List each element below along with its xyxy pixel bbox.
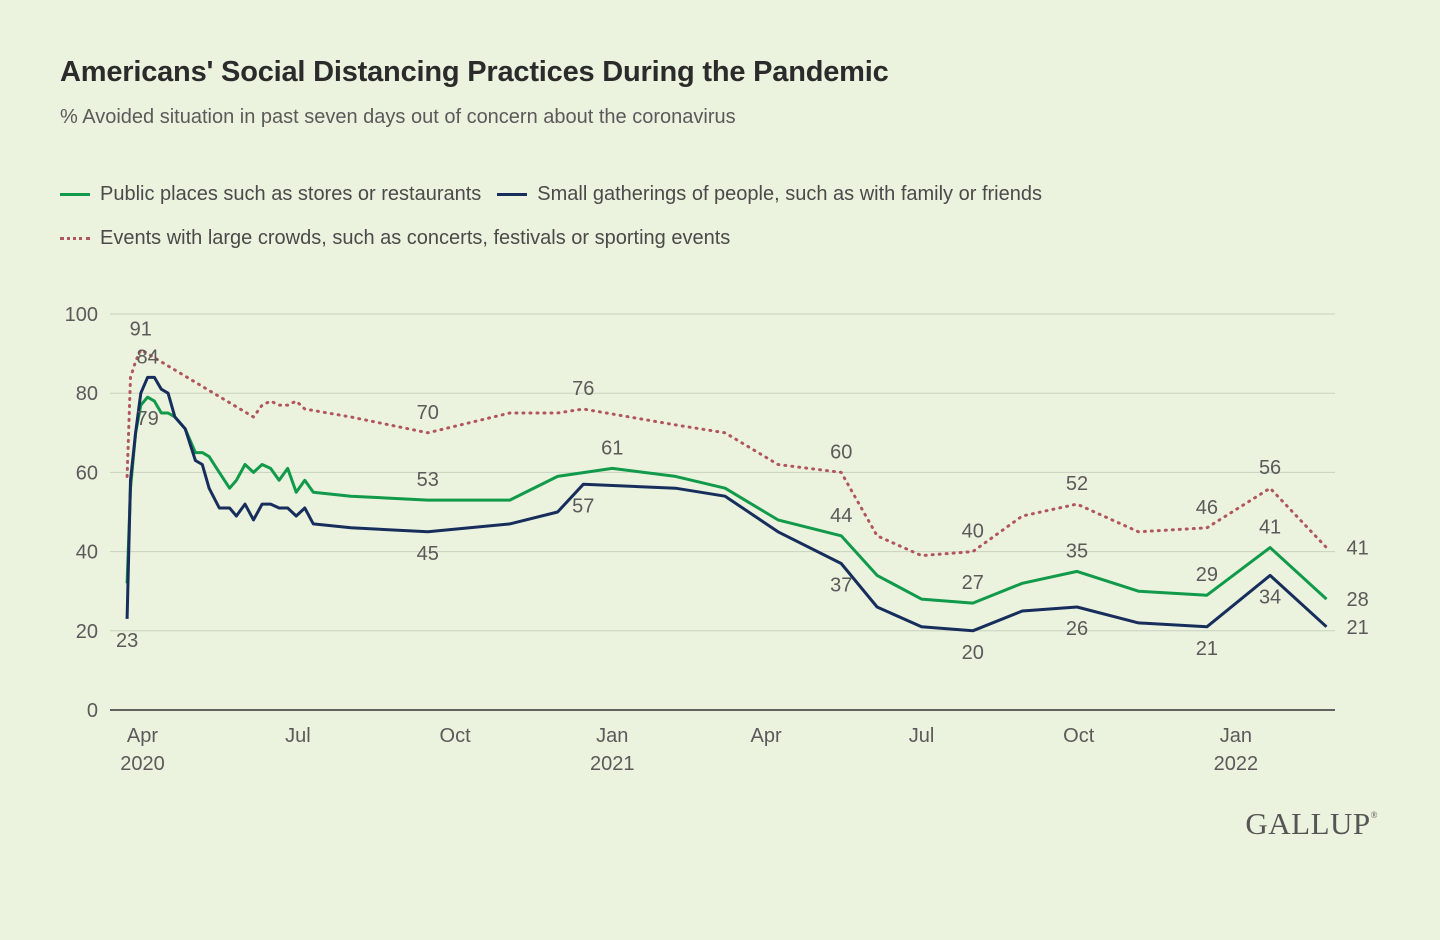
data-label-small-gatherings-5: 20 xyxy=(962,642,984,664)
legend-label-small-gatherings: Small gatherings of people, such as with… xyxy=(537,183,1042,205)
data-label-small-gatherings-1: 84 xyxy=(136,346,158,368)
x-tick-label-1: Jul xyxy=(285,725,311,747)
data-label-small-gatherings-0: 23 xyxy=(116,630,138,652)
data-label-small-gatherings-6: 26 xyxy=(1066,618,1088,640)
gallup-logo: GALLUP® xyxy=(1245,806,1378,841)
legend-swatch-public-places xyxy=(60,193,90,196)
legend-label-public-places: Public places such as stores or restaura… xyxy=(100,183,482,205)
data-label-public-places-3: 44 xyxy=(830,505,852,527)
x-tick-label-0: Apr xyxy=(127,725,158,747)
data-label-small-gatherings-4: 37 xyxy=(830,574,852,596)
x-tick-year-0: 2020 xyxy=(120,753,165,775)
y-tick-label-100: 100 xyxy=(65,304,98,326)
data-label-large-events-6: 46 xyxy=(1196,497,1218,519)
data-label-small-gatherings-9: 21 xyxy=(1346,617,1368,639)
legend-item-public-places: Public places such as stores or restaura… xyxy=(60,183,481,206)
series-line-small-gatherings xyxy=(125,375,1328,633)
data-label-large-events-7: 56 xyxy=(1259,457,1281,479)
data-label-public-places-2: 61 xyxy=(601,437,623,459)
data-label-small-gatherings-8: 34 xyxy=(1259,586,1281,608)
series-line-large-events xyxy=(125,348,1328,558)
data-label-large-events-5: 52 xyxy=(1066,473,1088,495)
data-label-large-events-4: 40 xyxy=(962,521,984,543)
legend-item-large-events: Events with large crowds, such as concer… xyxy=(60,227,730,250)
x-tick-label-5: Jul xyxy=(909,725,935,747)
x-tick-label-6: Oct xyxy=(1063,725,1095,747)
series-line-public-places xyxy=(125,395,1328,605)
data-label-large-events-1: 70 xyxy=(417,402,439,424)
y-tick-label-20: 20 xyxy=(76,621,98,643)
data-label-large-events-8: 41 xyxy=(1346,538,1368,560)
data-label-public-places-4: 27 xyxy=(962,572,984,594)
legend-row-1: Public places such as stores or restaura… xyxy=(60,183,1058,206)
legend-item-small-gatherings: Small gatherings of people, such as with… xyxy=(497,183,1042,206)
y-tick-label-0: 0 xyxy=(87,700,98,722)
data-label-large-events-2: 76 xyxy=(572,378,594,400)
y-tick-label-60: 60 xyxy=(76,462,98,484)
x-tick-label-4: Apr xyxy=(751,725,782,747)
y-tick-label-40: 40 xyxy=(76,542,98,564)
legend-swatch-small-gatherings xyxy=(497,193,528,196)
data-label-public-places-7: 41 xyxy=(1259,517,1281,539)
x-tick-label-3: Jan xyxy=(596,725,628,747)
data-label-public-places-5: 35 xyxy=(1066,540,1088,562)
legend-label-large-events: Events with large crowds, such as concer… xyxy=(100,227,731,249)
x-tick-year-7: 2022 xyxy=(1214,753,1259,775)
data-label-public-places-0: 79 xyxy=(136,408,158,430)
x-tick-label-2: Oct xyxy=(440,725,472,747)
x-tick-label-7: Jan xyxy=(1220,725,1252,747)
data-label-public-places-6: 29 xyxy=(1196,564,1218,586)
data-label-large-events-3: 60 xyxy=(830,441,852,463)
chart-subtitle: % Avoided situation in past seven days o… xyxy=(60,106,736,128)
x-tick-year-3: 2021 xyxy=(590,753,635,775)
y-tick-label-80: 80 xyxy=(76,383,98,405)
data-label-large-events-0: 91 xyxy=(130,319,152,341)
legend-swatch-large-events xyxy=(60,237,90,240)
chart-title: Americans' Social Distancing Practices D… xyxy=(60,56,889,88)
data-label-public-places-1: 53 xyxy=(417,469,439,491)
data-label-small-gatherings-2: 45 xyxy=(417,543,439,565)
data-label-small-gatherings-7: 21 xyxy=(1196,638,1218,660)
data-label-small-gatherings-3: 57 xyxy=(572,495,594,517)
data-label-public-places-8: 28 xyxy=(1346,589,1368,611)
legend-row-2: Events with large crowds, such as concer… xyxy=(60,227,746,250)
